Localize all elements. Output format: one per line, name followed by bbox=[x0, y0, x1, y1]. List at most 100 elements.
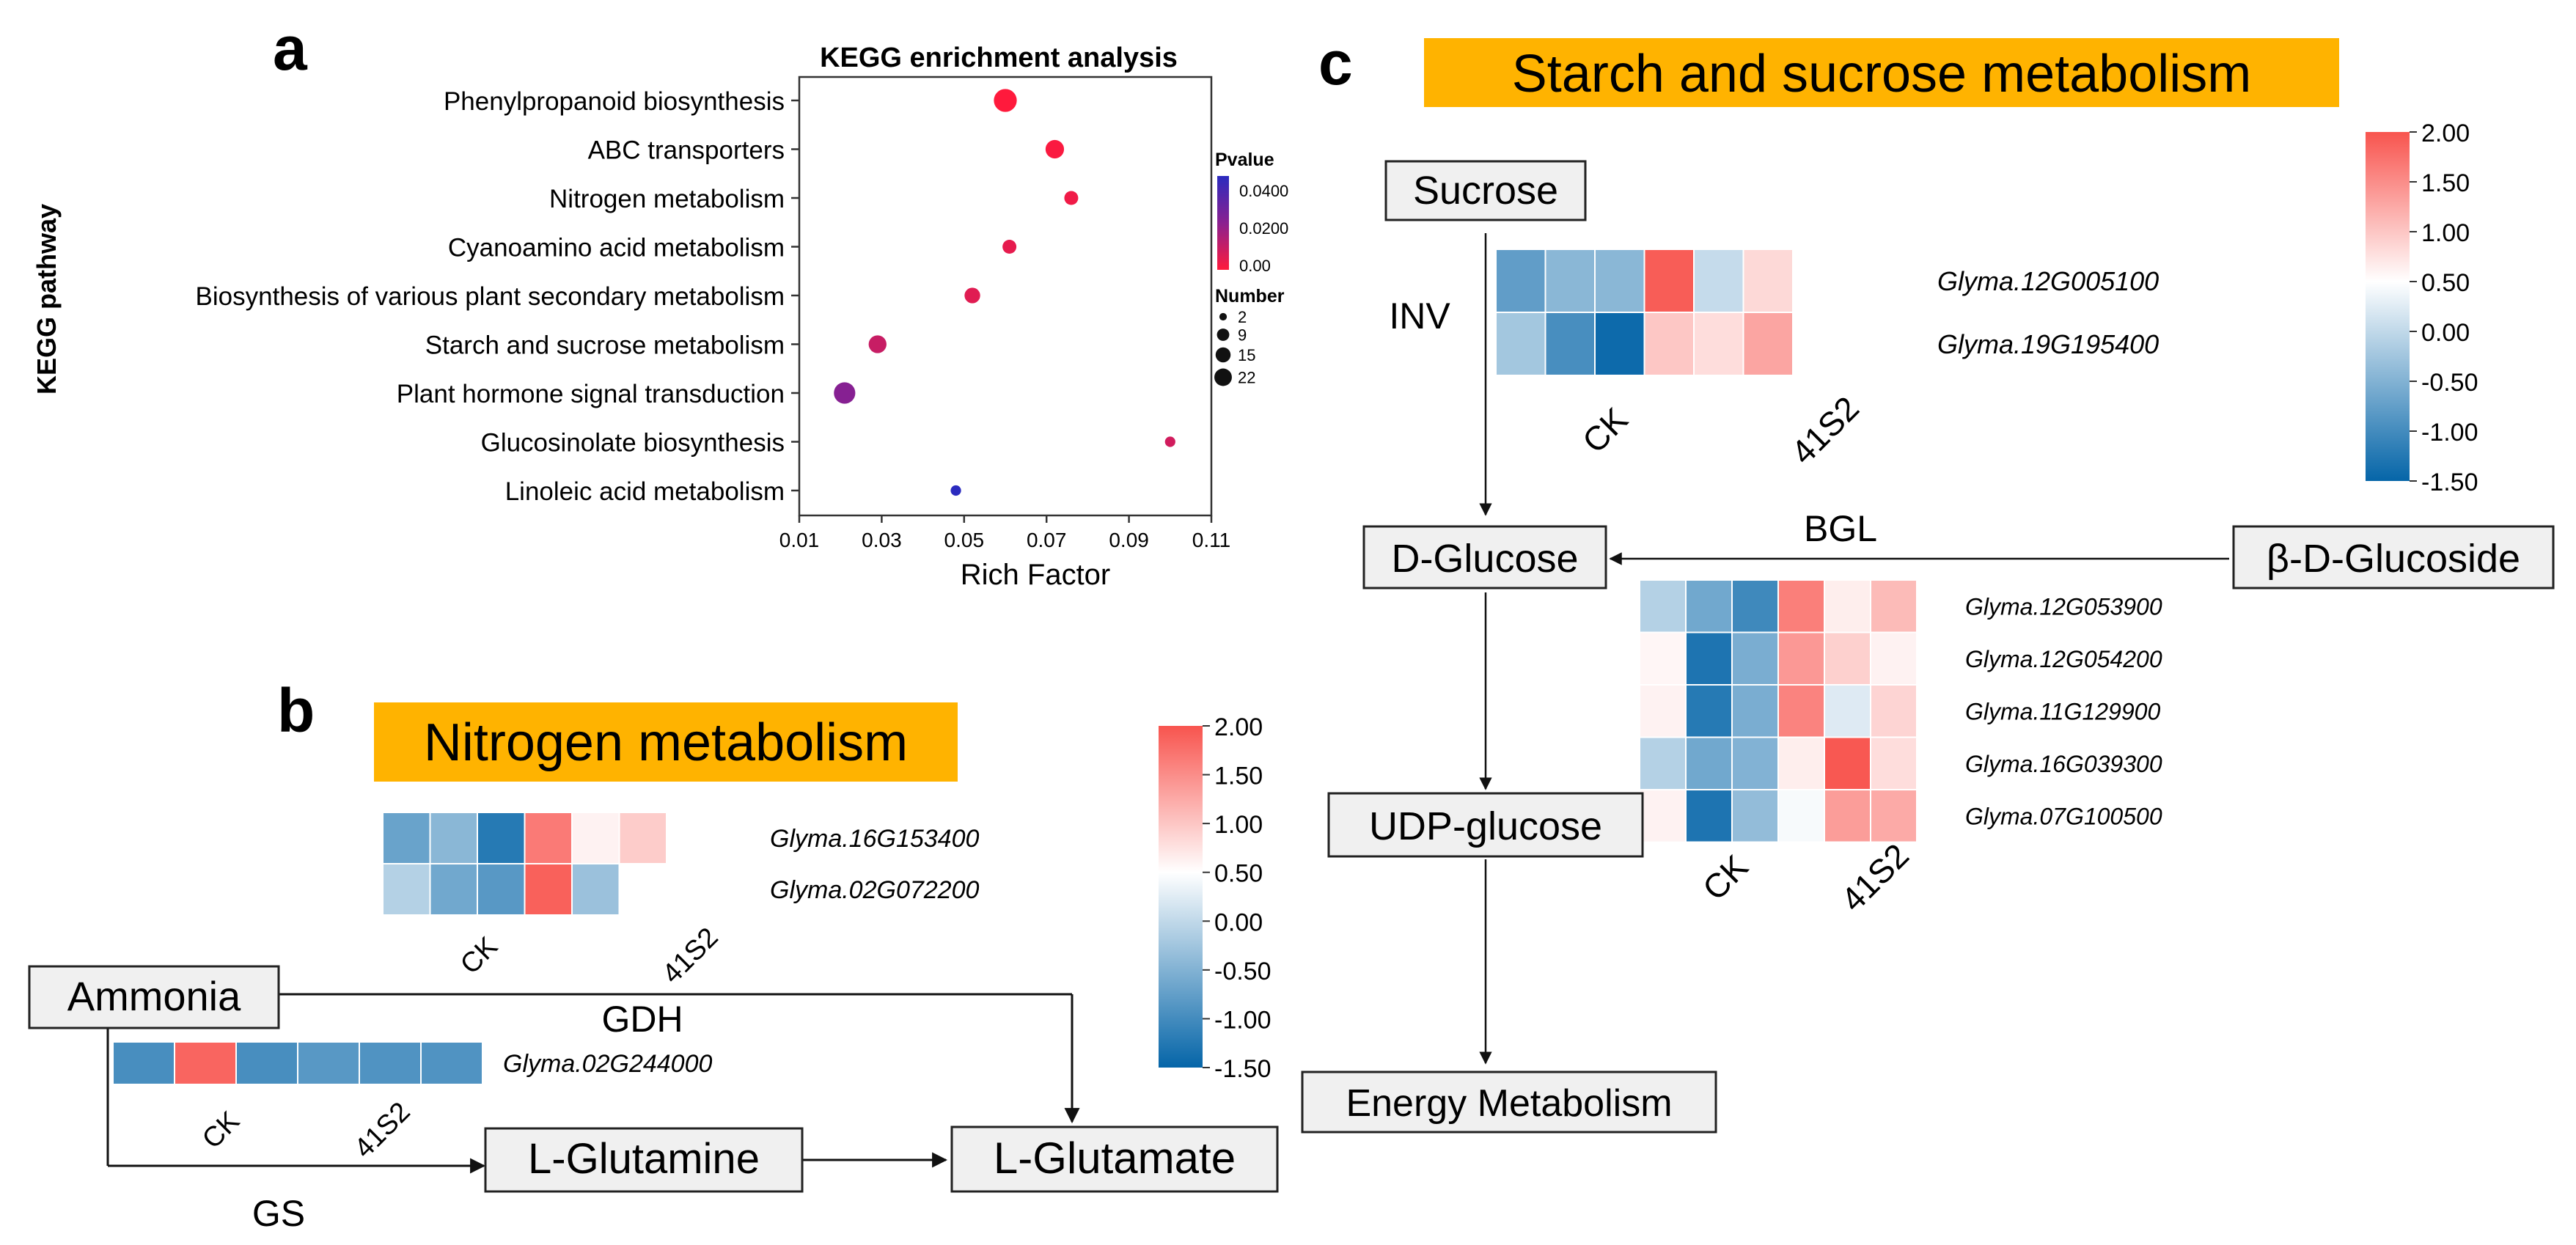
kegg-xtick-label: 0.01 bbox=[779, 529, 820, 551]
kegg-ylabel: KEGG pathway bbox=[32, 204, 62, 394]
heatmap-cell bbox=[1685, 579, 1733, 633]
kegg-dot bbox=[1164, 436, 1175, 447]
kegg-xlabel: Rich Factor bbox=[961, 559, 1111, 591]
energy-metabolism-label: Energy Metabolism bbox=[1346, 1082, 1672, 1125]
kegg-category-label: Nitrogen metabolism bbox=[549, 185, 785, 213]
number-legend-dot bbox=[1215, 347, 1231, 363]
heatmap-gene-label: Glyma.12G054200 bbox=[1965, 646, 2162, 672]
nitrogen-title: Nitrogen metabolism bbox=[424, 713, 908, 772]
gs-label: GS bbox=[252, 1193, 305, 1234]
colorbar-tick-label: 0.00 bbox=[2421, 319, 2470, 347]
kegg-title: KEGG enrichment analysis bbox=[820, 43, 1178, 73]
kegg-category-label: Plant hormone signal transduction bbox=[397, 380, 785, 408]
heatmap-cell bbox=[1824, 684, 1871, 738]
heatmap-cell bbox=[1742, 312, 1794, 376]
kegg-dot bbox=[994, 89, 1017, 112]
heatmap-cell bbox=[1639, 684, 1687, 738]
heatmap-cell bbox=[1685, 736, 1733, 790]
udp-glucose-box bbox=[1327, 792, 1644, 858]
heatmap-cell bbox=[1693, 249, 1744, 313]
heatmap-gene-label: Glyma.02G072200 bbox=[770, 876, 979, 904]
kegg-dot-plot: KEGG enrichment analysis KEGG pathway Ri… bbox=[32, 43, 1288, 591]
heatmap-cell bbox=[1639, 631, 1687, 686]
heatmap-cell bbox=[1639, 789, 1687, 843]
heatmap-group-label: 41S2 bbox=[1833, 836, 1916, 919]
heatmap-cell bbox=[1731, 684, 1779, 738]
colorbar-tick-label: -1.50 bbox=[2421, 469, 2478, 496]
colorbar-tick-label: -1.00 bbox=[1214, 1006, 1272, 1034]
kegg-dot bbox=[950, 485, 961, 496]
colorbar-tick-label: 1.00 bbox=[2421, 219, 2470, 247]
heatmap-cell bbox=[1870, 631, 1918, 686]
heatmap-cell bbox=[1870, 684, 1918, 738]
sucrose-label: Sucrose bbox=[1413, 169, 1558, 213]
number-legend-title: Number bbox=[1215, 286, 1285, 306]
kegg-xtick-label: 0.03 bbox=[862, 529, 902, 551]
number-legend-label: 15 bbox=[1238, 346, 1255, 364]
glutamate-label: L-Glutamate bbox=[994, 1134, 1236, 1183]
heatmap-cell bbox=[1824, 736, 1871, 790]
colorbar-b bbox=[1159, 726, 1203, 1068]
colorbar-tick-label: -0.50 bbox=[2421, 369, 2478, 397]
d-glucose-box bbox=[1362, 525, 1607, 590]
heatmap-cell bbox=[1495, 249, 1546, 313]
kegg-dot bbox=[1064, 191, 1079, 205]
heatmap-cell bbox=[571, 812, 620, 864]
pvalue-tick-0: 0.0400 bbox=[1239, 182, 1288, 200]
heatmap-gene-label: Glyma.07G100500 bbox=[1965, 803, 2162, 829]
heatmap-cell bbox=[1824, 789, 1871, 843]
pvalue-tick-1: 0.0200 bbox=[1239, 219, 1288, 238]
colorbar-tick-label: 2.00 bbox=[1214, 713, 1263, 741]
heatmap-cell bbox=[382, 863, 431, 916]
pvalue-legend-title: Pvalue bbox=[1215, 150, 1274, 170]
heatmap-cell bbox=[1544, 312, 1596, 376]
heatmap-cell bbox=[1643, 312, 1695, 376]
heatmap-cell bbox=[1495, 312, 1546, 376]
heatmap-cell bbox=[1693, 312, 1744, 376]
heatmap-gene-label: Glyma.12G053900 bbox=[1965, 593, 2162, 620]
heatmap-group-label: 41S2 bbox=[1783, 389, 1866, 471]
kegg-category-label: Linoleic acid metabolism bbox=[505, 477, 785, 506]
number-legend-label: 2 bbox=[1238, 308, 1247, 326]
heatmap-cell bbox=[1594, 249, 1645, 313]
panel-label-c: c bbox=[1318, 29, 1353, 98]
inv-label: INV bbox=[1389, 295, 1450, 337]
d-glucose-label: D-Glucose bbox=[1391, 537, 1578, 581]
heatmap-gene-label: Glyma.02G244000 bbox=[503, 1050, 712, 1078]
number-legend-label: 9 bbox=[1238, 326, 1247, 345]
colorbar-tick-label: 1.00 bbox=[1214, 811, 1263, 839]
kegg-plot-frame bbox=[798, 76, 1213, 517]
heatmap-cell bbox=[1639, 579, 1687, 633]
heatmap-group-label: 41S2 bbox=[656, 922, 724, 989]
heatmap-cell bbox=[618, 863, 667, 916]
colorbar-tick-label: -1.50 bbox=[1214, 1055, 1272, 1083]
heatmap-cell bbox=[524, 812, 573, 864]
glutamine-label: L-Glutamine bbox=[528, 1135, 760, 1183]
kegg-xtick-label: 0.11 bbox=[1192, 529, 1230, 551]
heatmap-cell bbox=[477, 863, 526, 916]
kegg-category-label: Cyanoamino acid metabolism bbox=[448, 234, 785, 262]
heatmap-cell bbox=[235, 1041, 298, 1085]
heatmap-cell bbox=[429, 812, 478, 864]
heatmap-cell bbox=[1731, 631, 1779, 686]
sucrose-box bbox=[1384, 160, 1587, 221]
heatmap-cell bbox=[1777, 736, 1825, 790]
kegg-dot bbox=[1002, 240, 1017, 254]
nitrogen-title-highlight bbox=[374, 702, 958, 782]
colorbar-tick-label: -1.00 bbox=[2421, 419, 2478, 447]
kegg-category-label: Phenylpropanoid biosynthesis bbox=[444, 87, 785, 116]
colorbar-tick-label: 1.50 bbox=[1214, 763, 1263, 790]
number-legend-dot bbox=[1219, 312, 1228, 321]
heatmap-cell bbox=[1643, 249, 1695, 313]
kegg-category-label: Starch and sucrose metabolism bbox=[425, 331, 785, 360]
bgl-label: BGL bbox=[1804, 508, 1877, 549]
heatmap-cell bbox=[1685, 631, 1733, 686]
heatmap-cell bbox=[1639, 736, 1687, 790]
glutamate-box bbox=[950, 1125, 1279, 1193]
colorbar-c bbox=[2366, 132, 2410, 481]
kegg-category-label: ABC transporters bbox=[588, 136, 785, 165]
heatmap-cell bbox=[1777, 579, 1825, 633]
heatmap-cell bbox=[571, 863, 620, 916]
number-legend-dot bbox=[1217, 328, 1230, 341]
